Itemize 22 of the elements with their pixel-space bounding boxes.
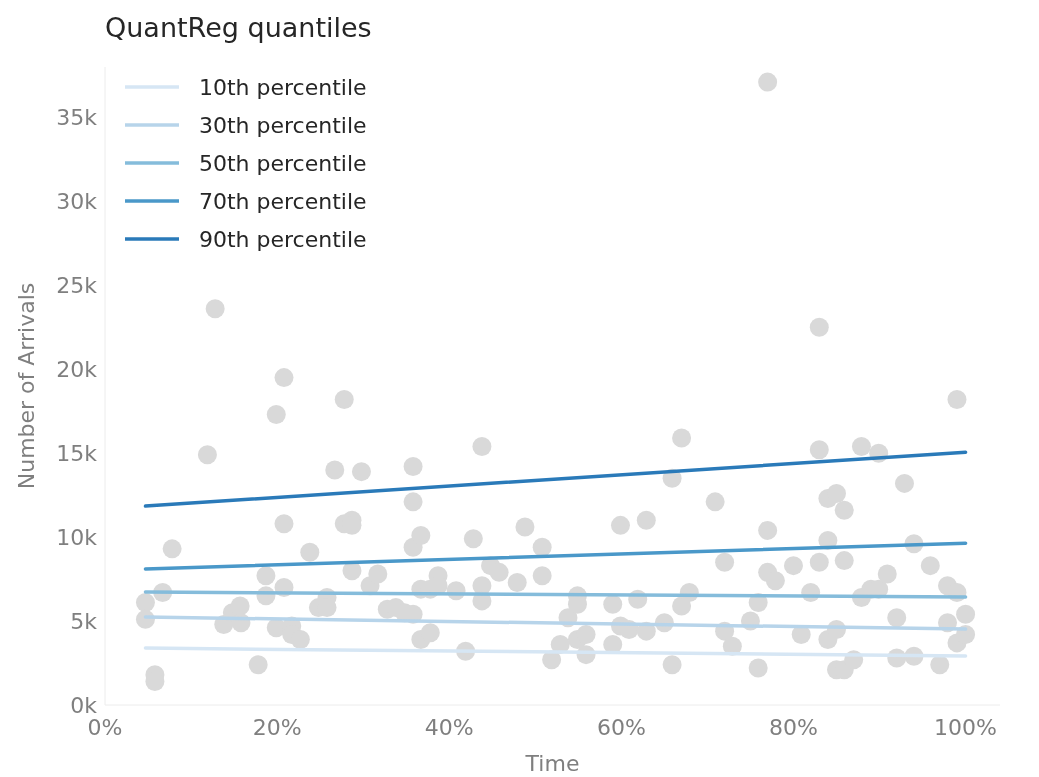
- y-axis-title: Number of Arrivals: [14, 282, 39, 490]
- y-tick-label: 5k: [70, 608, 98, 634]
- y-tick-label: 15k: [56, 440, 98, 466]
- legend-label: 50th percentile: [199, 150, 367, 176]
- y-tick-label: 25k: [56, 272, 98, 298]
- legend-label: 90th percentile: [199, 226, 367, 252]
- x-tick-label: 60%: [596, 715, 646, 740]
- y-tick-label: 0k: [70, 692, 98, 718]
- x-tick-label: 20%: [252, 715, 302, 740]
- y-tick-label: 35k: [56, 105, 98, 131]
- x-tick-label: 0%: [87, 715, 123, 740]
- y-tick-label: 10k: [56, 524, 98, 550]
- x-tick-label: 100%: [934, 715, 998, 740]
- chart-title: QuantReg quantiles: [105, 12, 372, 43]
- y-tick-label: 20k: [56, 356, 98, 382]
- y-tick-label: 30k: [56, 189, 98, 215]
- x-tick-label: 80%: [769, 715, 818, 740]
- legend-label: 10th percentile: [199, 74, 367, 100]
- legend-label: 70th percentile: [199, 188, 367, 214]
- x-axis-title: Time: [524, 751, 580, 776]
- x-tick-label: 40%: [424, 715, 474, 740]
- legend-label: 30th percentile: [199, 112, 367, 138]
